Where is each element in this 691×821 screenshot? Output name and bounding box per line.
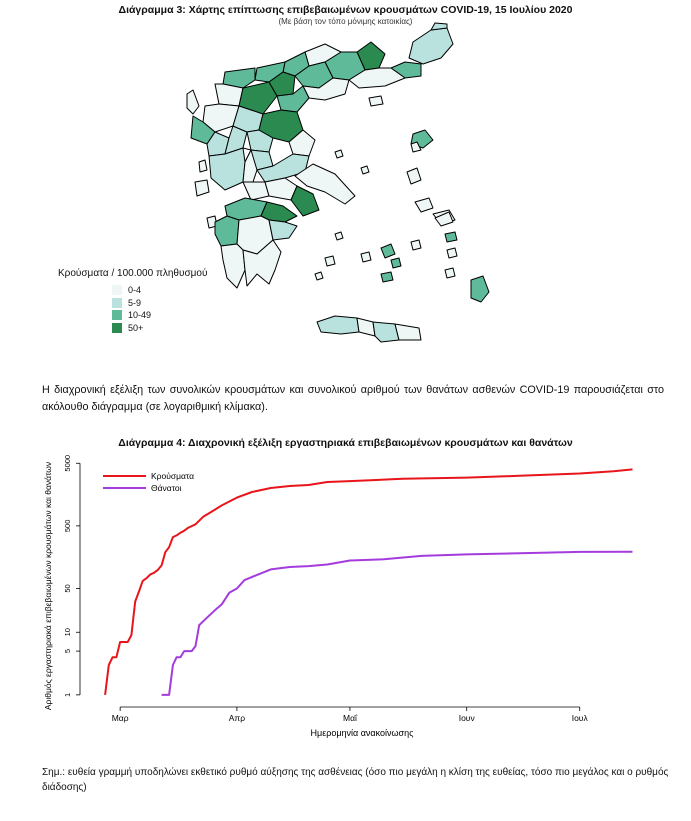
map-region-ilia bbox=[214, 215, 240, 247]
map-legend: Κρούσματα / 100.000 πληθυσμού 0-4 5-9 10… bbox=[58, 268, 207, 334]
y-tick-label: 5 bbox=[63, 649, 72, 653]
map-region-argolida bbox=[268, 219, 298, 241]
map-region-trikala bbox=[246, 129, 274, 153]
chart-legend: Κρούσματα Θάνατοι bbox=[103, 471, 194, 493]
y-axis: 1 5 10 50 500 5000 bbox=[63, 455, 81, 697]
y-tick-label: 10 bbox=[63, 628, 72, 636]
map-region-viotia bbox=[264, 177, 298, 201]
map-region-kithnos bbox=[334, 231, 344, 241]
map-region-magnesia bbox=[288, 129, 316, 157]
x-tick-label: Ιουν bbox=[459, 713, 475, 723]
x-tick-label: Μαΐ bbox=[343, 713, 358, 723]
map-region-thasos bbox=[368, 95, 384, 107]
legend-item: 10-49 bbox=[58, 309, 207, 322]
map-region-karpathos bbox=[444, 267, 456, 279]
legend-item: 5-9 bbox=[58, 297, 207, 310]
map-region-skiathos bbox=[334, 149, 344, 159]
map-region-arta bbox=[224, 125, 248, 155]
map-region-kavala bbox=[348, 67, 406, 89]
legend-item: 50+ bbox=[58, 322, 207, 335]
map-region-lakonia bbox=[242, 239, 282, 287]
legend-swatch bbox=[112, 297, 122, 308]
map-region-milos bbox=[324, 255, 336, 267]
map-region-chalkidiki bbox=[302, 77, 350, 101]
x-axis: Μαρ Απρ Μαΐ Ιουν Ιουλ bbox=[112, 706, 589, 723]
map-region-naxos bbox=[380, 243, 396, 259]
legend-swatch bbox=[112, 285, 122, 296]
map-region-skyros bbox=[360, 165, 370, 175]
map-region-evros bbox=[430, 22, 448, 31]
map-region-irakleio bbox=[372, 321, 400, 343]
series-lines bbox=[104, 468, 633, 696]
y-tick-label: 500 bbox=[63, 520, 72, 533]
map-region-lasithi bbox=[394, 323, 422, 341]
legend-swatch bbox=[112, 322, 122, 333]
figure4-title: Διάγραμμα 4: Διαχρονική εξέλιξη εργαστηρ… bbox=[118, 437, 573, 449]
map-region-thrace bbox=[408, 27, 454, 65]
x-tick-label: Μαρ bbox=[112, 713, 129, 723]
map-region-santorini bbox=[380, 271, 394, 283]
map-region-kozani bbox=[238, 81, 278, 115]
legend-label: Θάνατοι bbox=[151, 483, 182, 493]
map-region-chania bbox=[316, 315, 360, 335]
map-region-attiki bbox=[290, 185, 320, 217]
greece-choropleth-map bbox=[186, 22, 490, 343]
map-region-kerkyra bbox=[186, 89, 200, 115]
legend-item: 0-4 bbox=[58, 284, 207, 297]
map-region-rethymno bbox=[356, 317, 376, 337]
map-region-imathia bbox=[268, 71, 296, 97]
map-region-kythira bbox=[314, 271, 324, 281]
legend-label: 50+ bbox=[128, 322, 144, 333]
map-region-lesvos bbox=[410, 141, 422, 153]
legend-label: Κρούσματα bbox=[151, 471, 194, 481]
map-region-lefkada bbox=[198, 159, 208, 173]
legend-label: 5-9 bbox=[128, 297, 142, 308]
map-region-samos bbox=[414, 197, 434, 213]
map-region-tinos bbox=[410, 239, 422, 251]
figure3-title: Διάγραμμα 3: Χάρτης επίπτωσης επιβεβαιωμ… bbox=[118, 4, 573, 16]
map-region-messinia bbox=[220, 243, 246, 289]
map-region-mykonos bbox=[390, 257, 402, 269]
map-region-kalymnos bbox=[444, 231, 458, 243]
map-region-kastoria bbox=[214, 83, 244, 107]
figure3-subtitle: (Με βάση τον τόπο μόνιμης κατοικίας) bbox=[278, 17, 413, 26]
footnote: Σημ.: ευθεία γραμμή υποδηλώνει εκθετικό … bbox=[42, 767, 669, 793]
x-tick-label: Ιουλ bbox=[572, 713, 589, 723]
y-axis-label: Αριθμός εργαστηριακά επιβεβαιωμένων κρου… bbox=[43, 462, 53, 710]
x-axis-label: Ημερομηνία ανακοίνωσης bbox=[311, 728, 415, 738]
y-tick-label: 5000 bbox=[63, 455, 72, 472]
map-region-chios bbox=[406, 167, 422, 185]
series-line-Κρούσματα bbox=[104, 468, 633, 696]
cases-deaths-line-chart: 1 5 10 50 500 5000 Μαρ Απρ Μαΐ Ιουν Ιουλ Κρούσματ… bbox=[43, 455, 633, 738]
legend-label: 10-49 bbox=[128, 310, 152, 321]
map-region-kefalonia bbox=[194, 179, 210, 197]
map-region-evia bbox=[294, 163, 356, 205]
legend-label: 0-4 bbox=[128, 285, 142, 296]
legend-title: Κρούσματα / 100.000 πληθυσμού bbox=[58, 268, 208, 279]
map-region-rhodos bbox=[470, 275, 490, 303]
map-region-paros bbox=[360, 251, 372, 263]
body-paragraph: Η διαχρονική εξέλιξη των συνολικών κρουσ… bbox=[42, 384, 664, 413]
map-region-fokida bbox=[242, 181, 270, 201]
map-region-florina bbox=[222, 67, 256, 89]
y-tick-label: 1 bbox=[63, 693, 72, 697]
y-tick-label: 50 bbox=[63, 584, 72, 592]
series-line-Θάνατοι bbox=[161, 550, 633, 696]
x-tick-label: Απρ bbox=[229, 713, 246, 723]
map-region-kos bbox=[434, 211, 454, 227]
map-region-andros bbox=[446, 247, 458, 259]
legend-swatch bbox=[112, 310, 122, 321]
